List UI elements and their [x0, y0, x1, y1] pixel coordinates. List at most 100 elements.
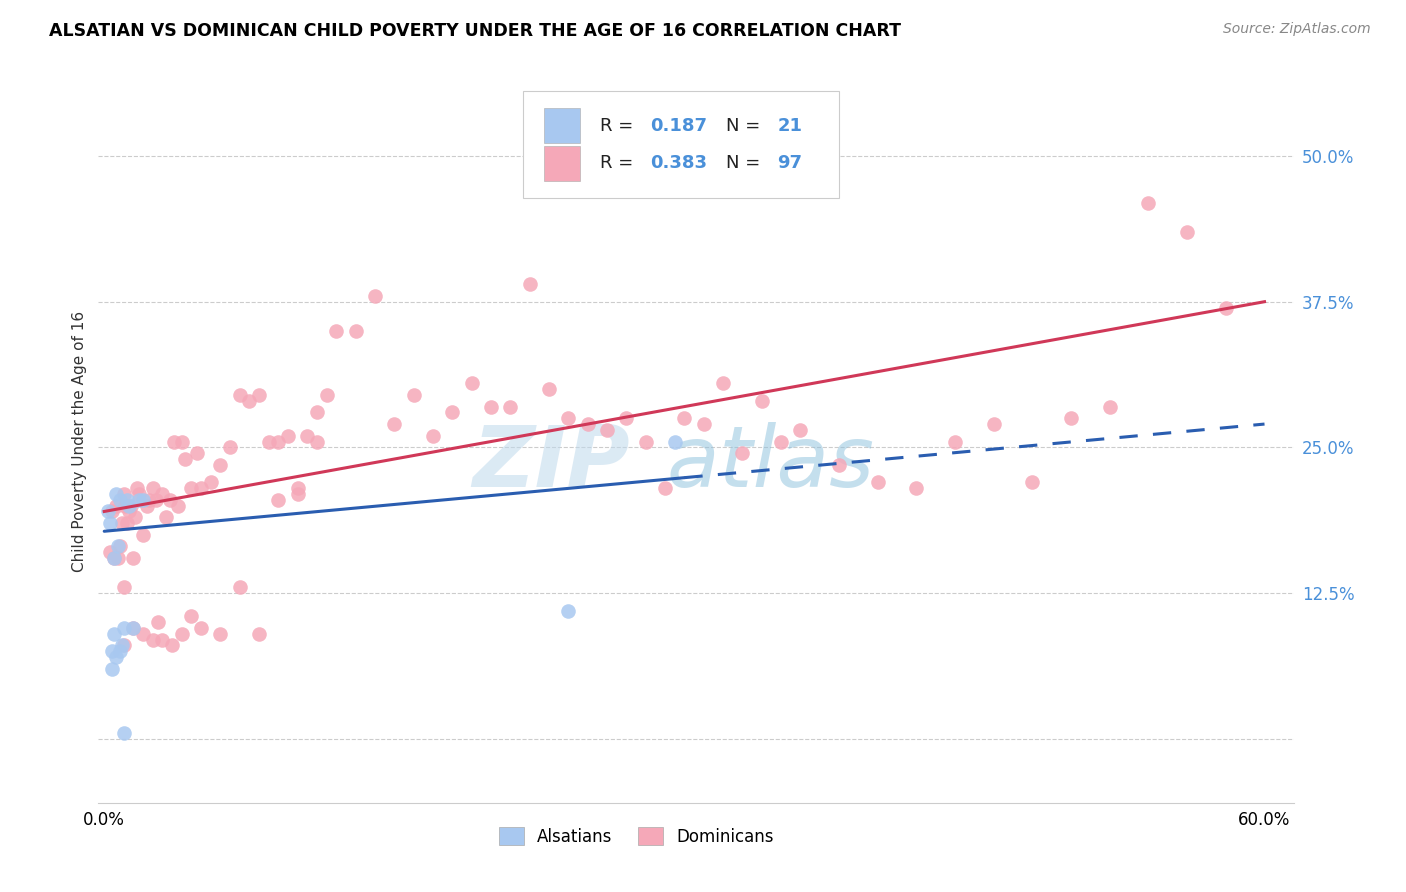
Point — [114, 499, 136, 513]
Point — [122, 621, 145, 635]
Point — [499, 400, 522, 414]
Point — [132, 528, 155, 542]
Point — [142, 632, 165, 647]
Point — [247, 627, 270, 641]
Point — [150, 632, 173, 647]
Point — [103, 627, 125, 641]
Point — [107, 540, 129, 554]
Point — [103, 551, 125, 566]
Point — [238, 393, 260, 408]
Point — [634, 434, 657, 449]
Point — [98, 545, 121, 559]
Point — [654, 481, 676, 495]
Point — [596, 423, 619, 437]
Point — [101, 644, 124, 658]
Point — [441, 405, 464, 419]
Point — [107, 551, 129, 566]
Text: atlas: atlas — [666, 422, 875, 505]
Point — [209, 627, 232, 641]
Point — [118, 504, 141, 518]
Point — [537, 382, 560, 396]
Point — [145, 492, 167, 507]
FancyBboxPatch shape — [523, 91, 839, 198]
Point — [104, 499, 127, 513]
Point — [664, 434, 686, 449]
Point — [132, 627, 155, 641]
Text: ALSATIAN VS DOMINICAN CHILD POVERTY UNDER THE AGE OF 16 CORRELATION CHART: ALSATIAN VS DOMINICAN CHILD POVERTY UNDE… — [49, 22, 901, 40]
Point — [479, 400, 502, 414]
Point — [135, 499, 157, 513]
Point — [111, 516, 134, 530]
FancyBboxPatch shape — [544, 109, 581, 143]
Point — [150, 487, 173, 501]
Point — [402, 388, 425, 402]
Point — [155, 510, 177, 524]
Point — [104, 487, 127, 501]
Point — [120, 499, 142, 513]
Point — [1215, 301, 1237, 315]
Point — [751, 393, 773, 408]
Point — [103, 551, 125, 566]
Point — [1060, 411, 1083, 425]
Point — [325, 324, 347, 338]
Point — [267, 434, 290, 449]
Text: 21: 21 — [778, 117, 803, 135]
Point — [148, 615, 170, 630]
Point — [128, 487, 150, 501]
Point — [305, 434, 328, 449]
Point — [382, 417, 405, 431]
Point — [209, 458, 232, 472]
Point — [160, 639, 183, 653]
Point — [127, 481, 149, 495]
Point — [112, 726, 135, 740]
Point — [190, 481, 212, 495]
Point — [1175, 225, 1198, 239]
Point — [983, 417, 1005, 431]
Point — [267, 492, 290, 507]
Point — [905, 481, 928, 495]
Point — [711, 376, 734, 391]
Point — [112, 580, 135, 594]
Point — [138, 492, 160, 507]
Point — [614, 411, 637, 425]
Text: 0.383: 0.383 — [651, 154, 707, 172]
Point — [460, 376, 482, 391]
Point — [97, 504, 120, 518]
Point — [190, 621, 212, 635]
Point — [122, 621, 145, 635]
Point — [101, 662, 124, 676]
Point — [186, 446, 208, 460]
Legend: Alsatians, Dominicans: Alsatians, Dominicans — [492, 821, 780, 852]
Text: R =: R = — [600, 117, 640, 135]
Text: N =: N = — [725, 117, 766, 135]
Point — [122, 551, 145, 566]
Point — [112, 639, 135, 653]
Point — [124, 510, 146, 524]
Point — [166, 499, 188, 513]
Point — [132, 492, 155, 507]
Text: Source: ZipAtlas.com: Source: ZipAtlas.com — [1223, 22, 1371, 37]
Point — [101, 504, 124, 518]
Point — [108, 492, 131, 507]
Point — [180, 609, 202, 624]
Text: N =: N = — [725, 154, 766, 172]
Point — [170, 434, 193, 449]
Point — [112, 621, 135, 635]
Point — [557, 603, 579, 617]
Point — [315, 388, 337, 402]
Point — [277, 428, 299, 442]
Point — [98, 516, 121, 530]
Point — [219, 441, 242, 455]
Text: 0.187: 0.187 — [651, 117, 707, 135]
Point — [693, 417, 716, 431]
Point — [108, 540, 131, 554]
Point — [557, 411, 579, 425]
Point — [519, 277, 541, 292]
FancyBboxPatch shape — [544, 146, 581, 181]
Point — [112, 487, 135, 501]
Point — [257, 434, 280, 449]
Point — [1021, 475, 1043, 490]
Point — [866, 475, 889, 490]
Point — [422, 428, 444, 442]
Point — [117, 516, 139, 530]
